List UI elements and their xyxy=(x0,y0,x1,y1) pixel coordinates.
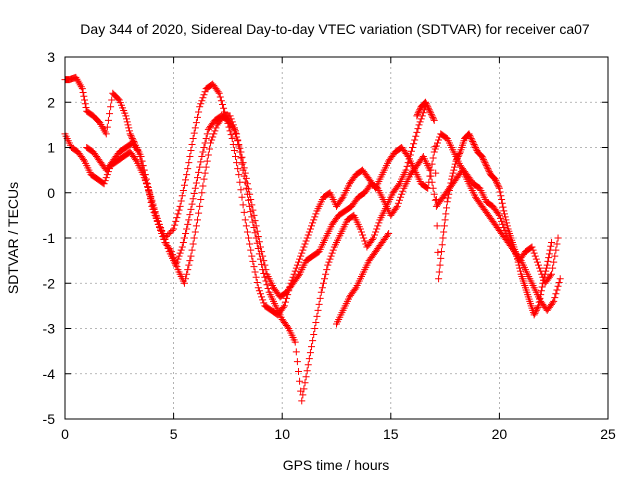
data-point-markers xyxy=(83,103,430,405)
y-tick-label: -1 xyxy=(43,230,56,246)
series-track-e xyxy=(333,229,393,328)
y-tick-label: 0 xyxy=(47,185,55,201)
y-tick-label: 2 xyxy=(47,94,55,110)
data-point-markers xyxy=(61,73,562,319)
series-track-a xyxy=(61,73,562,319)
x-tick-label: 25 xyxy=(600,426,616,442)
x-tick-label: 20 xyxy=(492,426,508,442)
y-axis-label: SDTVAR / TECUs xyxy=(5,182,21,294)
x-tick-label: 10 xyxy=(274,426,290,442)
y-tick-label: 3 xyxy=(47,49,55,65)
x-tick-label: 15 xyxy=(383,426,399,442)
y-tick-label: -5 xyxy=(43,411,56,427)
y-tick-label: -3 xyxy=(43,321,56,337)
points-layer xyxy=(61,73,564,405)
ticks-layer: 0 5 10 15 20 25 -5 -4 -3 -2 -1 0 1 2 3 xyxy=(43,49,616,442)
y-tick-label: -4 xyxy=(43,366,56,382)
data-point-markers xyxy=(413,98,556,319)
y-tick-label: 1 xyxy=(47,140,55,156)
x-tick-label: 0 xyxy=(61,426,69,442)
chart-title: Day 344 of 2020, Sidereal Day-to-day VTE… xyxy=(80,21,590,37)
series-track-c xyxy=(83,103,430,405)
x-axis-label: GPS time / hours xyxy=(283,457,390,473)
y-tick-label: -2 xyxy=(43,275,56,291)
series-track-d xyxy=(413,98,556,319)
x-tick-label: 5 xyxy=(170,426,178,442)
data-point-markers xyxy=(333,229,393,328)
